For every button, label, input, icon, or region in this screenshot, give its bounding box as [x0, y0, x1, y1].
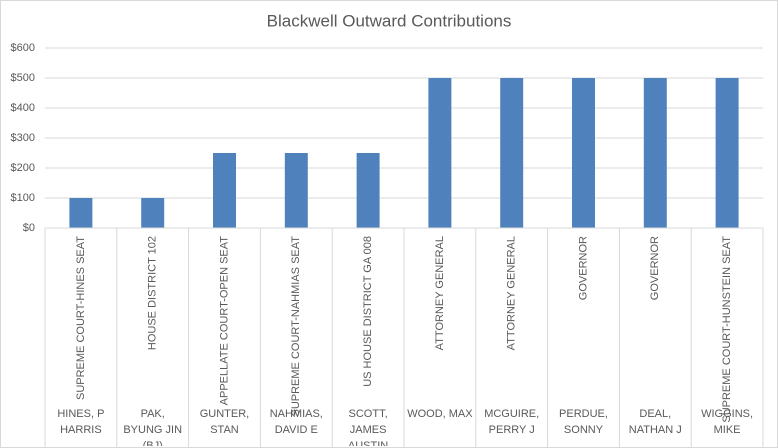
x-group-label: NAHMIAS, DAVID E	[269, 408, 323, 436]
x-tick-label: APPELLATE COURT-OPEN SEAT	[218, 236, 230, 406]
bar	[643, 78, 667, 228]
y-tick-label: $100	[11, 192, 35, 204]
chart-title: Blackwell Outward Contributions	[267, 11, 512, 30]
x-group-label-box: PERDUE, SONNY	[559, 408, 608, 436]
x-tick-label: SUPREME COURT-HUNSTEIN SEAT	[721, 236, 733, 423]
x-group-label-box: MCGUIRE, PERRY J	[484, 408, 540, 436]
y-tick-label: $200	[11, 162, 35, 174]
x-group-label-box: HINES, P HARRIS	[57, 408, 105, 436]
x-group-label-box: SCOTT, JAMES AUSTIN	[347, 408, 389, 446]
bar	[213, 153, 236, 228]
x-tick-label: SUPREME COURT-HINES SEAT	[75, 236, 87, 400]
x-tick-label: GOVERNOR	[649, 236, 661, 300]
x-group-label: WIGGINS, MIKE	[701, 408, 754, 436]
x-group-label-box: NAHMIAS, DAVID E	[269, 408, 323, 436]
x-group-label-box: PAK, BYUNG JIN (BJ)	[123, 408, 183, 446]
x-group-label-box: WIGGINS, MIKE	[701, 408, 754, 436]
bar	[500, 78, 524, 228]
x-group-label: PERDUE, SONNY	[559, 408, 608, 436]
x-tick-label: GOVERNOR	[577, 236, 589, 300]
bar	[356, 153, 380, 228]
bar	[428, 78, 452, 228]
x-group-label-box: GUNTER, STAN	[199, 408, 250, 436]
y-tick-label: $400	[11, 102, 35, 114]
x-group-label: MCGUIRE, PERRY J	[484, 408, 540, 436]
bar	[572, 78, 595, 228]
y-tick-label: $500	[11, 72, 35, 84]
x-tick-label: HOUSE DISTRICT 102	[147, 236, 159, 350]
bar	[141, 198, 165, 228]
bar	[69, 198, 93, 228]
bar	[715, 78, 739, 228]
x-group-label: PAK, BYUNG JIN (BJ)	[123, 408, 183, 446]
x-group-label: DEAL, NATHAN J	[628, 408, 682, 436]
bar	[284, 153, 308, 228]
x-group-label: GUNTER, STAN	[199, 408, 250, 436]
x-group-label: SCOTT, JAMES AUSTIN	[347, 408, 389, 446]
x-tick-label: US HOUSE DISTRICT GA 008	[362, 236, 374, 387]
x-tick-label: ATTORNEY GENERAL	[506, 236, 518, 350]
x-group-label-box: WOOD, MAX	[407, 408, 473, 420]
y-tick-label: $0	[23, 222, 35, 234]
x-group-label-box: DEAL, NATHAN J	[628, 408, 682, 436]
y-tick-label: $300	[11, 132, 35, 144]
x-group-label: HINES, P HARRIS	[57, 408, 105, 436]
y-tick-label: $600	[11, 42, 35, 54]
x-tick-label: SUPREME COURT-NAHMIAS SEAT	[290, 236, 302, 417]
x-tick-label: ATTORNEY GENERAL	[434, 236, 446, 350]
x-group-label: WOOD, MAX	[407, 408, 473, 420]
